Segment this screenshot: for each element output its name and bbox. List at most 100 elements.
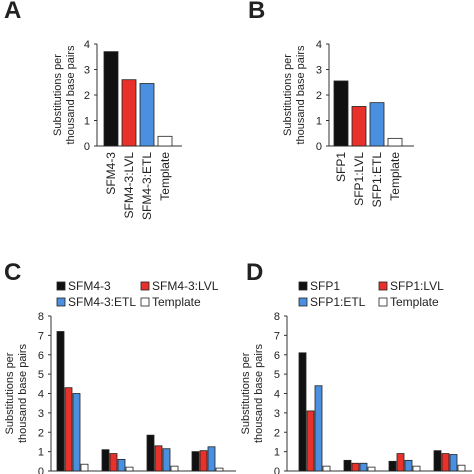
y-axis-label-line2: thousand base pairs	[17, 343, 29, 443]
y-tick-label: 5	[274, 369, 280, 381]
y-tick-label: 2	[274, 427, 280, 439]
bar-sfm4-3-lvl-group-4	[199, 450, 208, 472]
bar-sfm4-3-lvl-group-3	[154, 445, 163, 472]
y-axis-label-line2: thousand base pairs	[253, 343, 265, 443]
legend-swatch	[298, 297, 308, 307]
y-tick-label: 0	[84, 141, 90, 153]
y-tick-label: 2	[38, 427, 44, 439]
y-tick-label: 8	[274, 311, 280, 323]
legend-swatch	[56, 297, 66, 307]
bar-sfp1-lvl-group-1	[306, 410, 315, 472]
category-label: Template	[158, 152, 172, 201]
legend-label: Template	[152, 295, 201, 309]
bar-template-group-3	[170, 465, 179, 472]
legend-label: Template	[390, 295, 439, 309]
bar-sfm4-3-etl-group-4	[207, 446, 216, 472]
legend-label: SFM4-3	[68, 279, 111, 293]
y-tick-label: 8	[38, 311, 44, 323]
y-tick-label: 1	[274, 447, 280, 459]
bar-sfm4-3-etl-group-2	[117, 458, 126, 472]
bar-template-group-3	[412, 465, 421, 472]
legend-label: SFP1	[310, 279, 340, 293]
bar-sfp1-etl-group-2	[359, 462, 368, 472]
bar-sfp1-lvl-group-4	[441, 453, 450, 472]
bar-sfp1-lvl-group-2	[351, 462, 360, 472]
bar-sfp1	[333, 80, 349, 147]
legend-swatch	[56, 281, 66, 291]
category-label: SFM4-3	[104, 152, 118, 195]
bar-sfp1-group-3	[388, 460, 397, 472]
panel-label-c: C	[4, 259, 21, 286]
y-axis-label-line1: Substitutions per	[240, 352, 252, 434]
bar-template-group-2	[367, 466, 376, 472]
bar-sfm4-3	[103, 51, 119, 147]
bar-sfm4-3-group-1	[56, 331, 65, 472]
y-axis-label-line2: thousand base pairs	[65, 45, 77, 145]
y-tick-label: 3	[38, 408, 44, 420]
legend-label: SFM4-3:ETL	[68, 295, 136, 309]
bar-sfm4-3-etl-group-3	[162, 448, 171, 472]
legend-swatch	[140, 297, 150, 307]
category-label: Template	[388, 152, 402, 201]
panel-label-d: D	[246, 259, 263, 286]
y-tick-label: 4	[84, 39, 90, 51]
y-tick-label: 2	[316, 90, 322, 102]
bar-sfm4-3-group-3	[146, 434, 155, 472]
bar-sfp1-lvl	[351, 106, 367, 147]
bar-sfm4-3-etl-group-1	[72, 393, 81, 472]
category-label: SFP1:ETL	[370, 152, 384, 208]
bar-sfm4-3-group-2	[101, 449, 110, 472]
panel-label-a: A	[4, 0, 21, 24]
category-label: SFM4-3:LVL	[122, 152, 136, 219]
y-tick-label: 3	[316, 65, 322, 77]
legend-label: SFP1:LVL	[390, 279, 444, 293]
bar-sfp1-etl	[369, 102, 385, 147]
legend-label: SFP1:ETL	[310, 295, 366, 309]
legend-swatch	[140, 281, 150, 291]
bar-sfp1-group-2	[343, 459, 352, 472]
bar-template	[157, 135, 173, 147]
panel-label-b: B	[248, 0, 265, 24]
y-tick-label: 1	[84, 116, 90, 128]
y-tick-label: 0	[274, 466, 280, 474]
y-axis-label-line1: Substitutions per	[4, 352, 16, 434]
category-label: SFP1	[334, 152, 348, 182]
bar-template-group-4	[215, 467, 224, 472]
y-tick-label: 3	[274, 408, 280, 420]
y-tick-label: 1	[316, 116, 322, 128]
bar-template-group-1	[322, 465, 331, 472]
bar-sfm4-3-etl	[139, 83, 155, 147]
bar-sfp1-lvl-group-3	[396, 453, 405, 472]
y-tick-label: 7	[38, 330, 44, 342]
bar-template-group-1	[80, 463, 89, 472]
y-tick-label: 6	[38, 350, 44, 362]
legend-swatch	[378, 297, 388, 307]
y-tick-label: 7	[274, 330, 280, 342]
bar-sfm4-3-lvl-group-2	[109, 453, 118, 472]
y-tick-label: 4	[316, 39, 322, 51]
y-tick-label: 2	[84, 90, 90, 102]
bar-sfp1-etl-group-1	[314, 385, 323, 472]
y-tick-label: 3	[84, 65, 90, 77]
y-axis-label-line1: Substitutions per	[52, 54, 64, 136]
bar-sfp1-group-1	[298, 352, 307, 472]
bar-sfm4-3-lvl	[121, 79, 137, 147]
y-tick-label: 1	[38, 447, 44, 459]
y-tick-label: 6	[274, 350, 280, 362]
category-label: SFP1:LVL	[352, 152, 366, 206]
y-axis-label-line1: Substitutions per	[282, 54, 294, 136]
y-axis-label-line2: thousand base pairs	[295, 45, 307, 145]
legend-swatch	[298, 281, 308, 291]
y-tick-label: 4	[274, 389, 280, 401]
legend-swatch	[378, 281, 388, 291]
y-tick-label: 0	[38, 466, 44, 474]
category-label: SFM4-3:ETL	[140, 152, 154, 220]
y-tick-label: 4	[38, 389, 44, 401]
bar-sfp1-etl-group-3	[404, 459, 413, 472]
bar-template-group-2	[125, 466, 134, 472]
bar-template-group-4	[457, 464, 466, 472]
legend-label: SFM4-3:LVL	[152, 279, 219, 293]
y-tick-label: 0	[316, 141, 322, 153]
bar-sfm4-3-lvl-group-1	[64, 387, 73, 472]
